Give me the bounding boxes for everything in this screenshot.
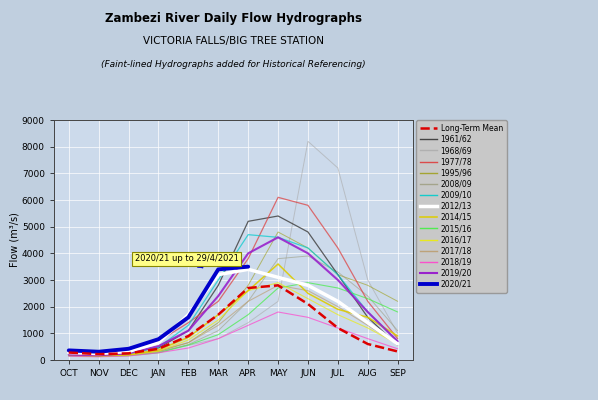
Text: VICTORIA FALLS/BIG TREE STATION: VICTORIA FALLS/BIG TREE STATION	[143, 36, 324, 46]
Text: (Faint-lined Hydrographs added for Historical Referencing): (Faint-lined Hydrographs added for Histo…	[101, 60, 365, 69]
Y-axis label: Flow (m³/s): Flow (m³/s)	[9, 212, 19, 268]
Text: 2020/21 up to 29/4/2021: 2020/21 up to 29/4/2021	[135, 254, 239, 268]
Legend: Long-Term Mean, 1961/62, 1968/69, 1977/78, 1995/96, 2008/09, 2009/10, 2012/13, 2: Long-Term Mean, 1961/62, 1968/69, 1977/7…	[416, 120, 507, 292]
Text: Zambezi River Daily Flow Hydrographs: Zambezi River Daily Flow Hydrographs	[105, 12, 362, 25]
